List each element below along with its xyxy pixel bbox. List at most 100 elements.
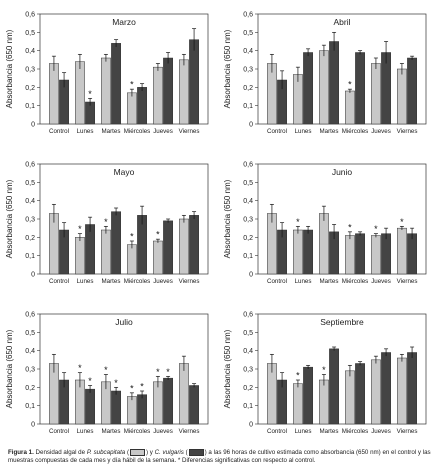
significance-star: * — [348, 222, 352, 232]
significance-star: * — [130, 383, 134, 393]
bar — [137, 394, 147, 425]
significance-star: * — [140, 382, 144, 392]
x-tick-label: Jueves — [371, 128, 391, 135]
significance-star: * — [104, 217, 108, 227]
bar — [127, 244, 137, 275]
y-tick-label: 0,2 — [243, 385, 253, 392]
dark-swatch — [188, 449, 204, 456]
x-tick-label: Lunes — [295, 278, 312, 285]
x-tick-label: Martes — [320, 278, 339, 285]
y-tick-label: 0 — [31, 272, 35, 279]
x-tick-label: Control — [267, 128, 287, 135]
x-tick-label: Viernes — [397, 428, 418, 435]
bar — [355, 363, 365, 425]
bar — [179, 363, 189, 425]
chart-panel-5: Septiembre 0 0,1 0,2 0,3 0,4 0,5 0,6 Absorbancia… — [223, 312, 427, 435]
y-axis-label: Absorbancia (650 nm) — [5, 179, 14, 258]
bar — [371, 235, 381, 275]
y-axis-label: Absorbancia (650 nm) — [223, 329, 232, 408]
x-tick-label: Control — [49, 128, 69, 135]
bar — [153, 240, 163, 275]
y-tick-label: 0 — [31, 122, 35, 129]
bar — [397, 357, 407, 425]
bar — [407, 352, 417, 425]
chart-title: Marzo — [112, 17, 136, 27]
significance-star: * — [78, 363, 82, 373]
bar — [163, 377, 173, 425]
bar — [85, 388, 95, 425]
x-tick-label: Miércoles — [124, 428, 150, 435]
y-tick-label: 0,4 — [243, 348, 253, 355]
x-tick-label: Jueves — [371, 278, 391, 285]
x-tick-label: Control — [267, 278, 287, 285]
significance-star: * — [296, 371, 300, 381]
x-tick-label: Jueves — [153, 128, 173, 135]
y-tick-label: 0,2 — [25, 85, 35, 92]
y-tick-label: 0,5 — [243, 330, 253, 337]
y-tick-label: 0,2 — [243, 85, 253, 92]
bar — [397, 227, 407, 275]
x-tick-label: Viernes — [179, 428, 200, 435]
bar — [293, 383, 303, 425]
x-tick-label: Viernes — [179, 278, 200, 285]
y-tick-label: 0,2 — [243, 235, 253, 242]
y-tick-label: 0,6 — [243, 12, 253, 19]
bar — [179, 59, 189, 125]
y-tick-label: 0,4 — [25, 348, 35, 355]
light-swatch — [130, 449, 146, 456]
x-tick-label: Lunes — [295, 128, 312, 135]
chart-panel-3: Junio 0 0,1 0,2 0,3 0,4 0,5 0,6 Absorbancia (650… — [223, 162, 427, 285]
bar — [319, 50, 329, 125]
chart-title: Junio — [332, 167, 353, 177]
y-tick-label: 0,2 — [25, 385, 35, 392]
y-tick-label: 0,5 — [25, 30, 35, 37]
x-tick-label: Jueves — [371, 428, 391, 435]
y-tick-label: 0,3 — [25, 217, 35, 224]
significance-star: * — [374, 224, 378, 234]
x-tick-label: Lunes — [295, 428, 312, 435]
chart-panel-2: Mayo 0 0,1 0,2 0,3 0,4 0,5 0,6 Absorbancia (650 … — [5, 162, 209, 285]
bar — [371, 359, 381, 425]
y-tick-label: 0,1 — [243, 253, 253, 260]
bar — [407, 57, 417, 125]
bar — [345, 235, 355, 275]
x-tick-label: Martes — [102, 128, 121, 135]
y-tick-label: 0,3 — [25, 67, 35, 74]
significance-star: * — [156, 230, 160, 240]
y-tick-label: 0,3 — [25, 367, 35, 374]
y-tick-label: 0,4 — [25, 48, 35, 55]
caption-label: Figura 1. — [8, 449, 34, 457]
bar — [319, 379, 329, 425]
significance-star: * — [78, 224, 82, 234]
bar — [329, 41, 339, 125]
bar — [303, 366, 313, 425]
x-tick-label: Control — [49, 278, 69, 285]
y-tick-label: 0,1 — [25, 403, 35, 410]
y-tick-label: 0 — [249, 422, 253, 429]
y-tick-label: 0,3 — [243, 217, 253, 224]
y-tick-label: 0,2 — [25, 235, 35, 242]
bar — [345, 370, 355, 425]
significance-star: * — [88, 376, 92, 386]
bar — [75, 237, 85, 275]
x-tick-label: Miércoles — [124, 278, 150, 285]
x-tick-label: Martes — [102, 428, 121, 435]
charts-grid: Marzo 0 0,1 0,2 0,3 0,4 0,5 0,6 Absorbancia (650… — [5, 12, 427, 435]
caption-part1: Densidad algal de — [35, 449, 86, 457]
bar — [127, 396, 137, 425]
y-tick-label: 0,5 — [243, 180, 253, 187]
bar — [137, 87, 147, 125]
x-tick-label: Viernes — [397, 128, 418, 135]
species-1: P. subcapitata — [86, 449, 126, 457]
bar — [355, 52, 365, 125]
bar — [381, 352, 391, 425]
bar — [381, 233, 391, 275]
significance-star: * — [156, 367, 160, 377]
x-tick-label: Viernes — [397, 278, 418, 285]
bar — [163, 220, 173, 275]
y-tick-label: 0,4 — [25, 198, 35, 205]
bar — [101, 57, 111, 125]
y-tick-label: 0,5 — [243, 30, 253, 37]
chart-title: Mayo — [114, 167, 135, 177]
bar — [189, 385, 199, 425]
